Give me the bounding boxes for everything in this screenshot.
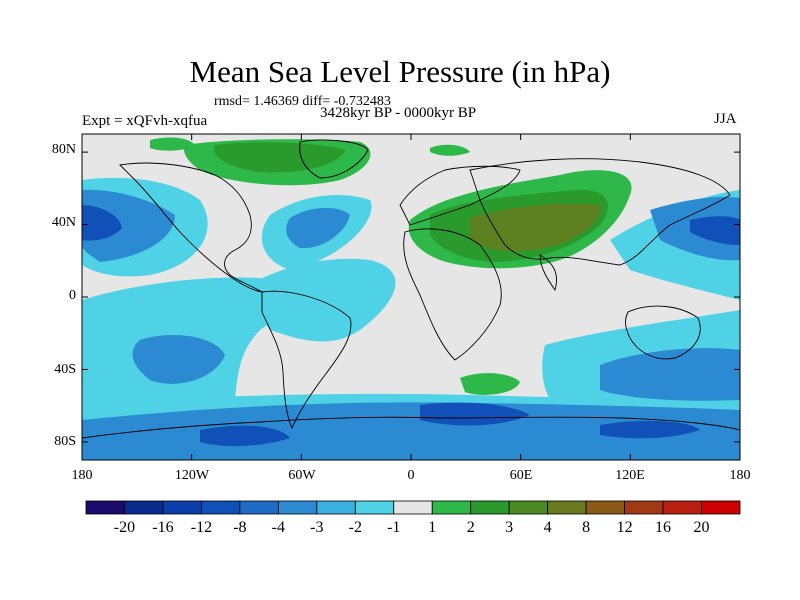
coast-antarctica: [82, 416, 740, 439]
coast-greenland: [299, 139, 369, 179]
anomaly-dark-blue: [82, 205, 740, 447]
lon-label-120e: 120E: [615, 468, 645, 483]
coast-asia: [469, 158, 731, 266]
colorbar-box: [162, 500, 202, 515]
colorbar-box: [662, 500, 702, 515]
colorbar-box: [124, 500, 164, 515]
lon-label-180w: 180: [71, 468, 93, 483]
lat-label-80n: 80N: [51, 142, 76, 157]
colorbar-box: [701, 500, 741, 515]
lon-label-60e: 60E: [509, 468, 533, 483]
coast-australia: [625, 305, 701, 360]
lat-label-0: 0: [69, 288, 76, 303]
lat-label-80s: 80S: [54, 434, 76, 449]
coast-europe: [399, 165, 521, 226]
colorbar-box: [316, 500, 356, 515]
colorbar-label: 1: [428, 519, 437, 536]
lon-label-0: 0: [407, 468, 415, 483]
colorbar-label: 2: [466, 519, 475, 536]
lat-label-40s: 40S: [54, 362, 76, 377]
period-text: 3428kyr BP - 0000kyr BP: [320, 105, 477, 121]
colorbar-box: [201, 500, 241, 515]
experiment-text: Expt = xQFvh-xqfua: [82, 113, 208, 129]
colorbar-box: [393, 500, 433, 515]
map-field: [82, 134, 740, 460]
colorbar-label: 4: [543, 519, 552, 536]
coast-africa: [403, 228, 502, 361]
stats-text: rmsd= 1.46369 diff= -0.732483: [214, 94, 391, 109]
colorbar-label: 12: [616, 519, 633, 536]
lon-label-120w: 120W: [174, 468, 210, 483]
lat-label-40n: 40N: [51, 215, 76, 230]
colorbar-label: -1: [387, 519, 401, 536]
season-text: JJA: [714, 111, 737, 127]
colorbar-box: [585, 500, 625, 515]
coast-north-america: [119, 162, 263, 293]
colorbar-label: 8: [582, 519, 591, 536]
colorbar-label: 20: [693, 519, 710, 536]
axis-ticks: [81, 134, 741, 460]
colorbar-box: [354, 500, 395, 515]
colorbar-box: [547, 500, 587, 515]
colorbar-box: [508, 500, 549, 515]
colorbar-label: -4: [271, 519, 285, 536]
colorbar: [85, 500, 741, 515]
colorbar-label: 3: [505, 519, 514, 536]
colorbar-box: [470, 500, 510, 515]
colorbar-label: -3: [310, 519, 324, 536]
lon-label-180e: 180: [729, 468, 751, 483]
lon-label-60w: 60W: [288, 468, 316, 483]
colorbar-box: [85, 500, 125, 515]
colorbar-label: -16: [152, 519, 174, 536]
map-title: Mean Sea Level Pressure (in hPa): [189, 54, 611, 89]
colorbar-label: -20: [113, 519, 136, 536]
coastlines: [82, 139, 740, 439]
colorbar-label: 16: [655, 519, 672, 536]
coast-south-america: [261, 290, 352, 430]
colorbar-box: [239, 500, 279, 515]
colorbar-box: [431, 500, 472, 515]
colorbar-box: [624, 500, 664, 515]
colorbar-label: -12: [190, 519, 213, 536]
colorbar-label: -2: [348, 519, 362, 536]
colorbar-box: [277, 500, 318, 515]
coast-india: [539, 254, 557, 292]
anomaly-olive: [470, 203, 601, 252]
colorbar-label: -8: [233, 519, 247, 536]
